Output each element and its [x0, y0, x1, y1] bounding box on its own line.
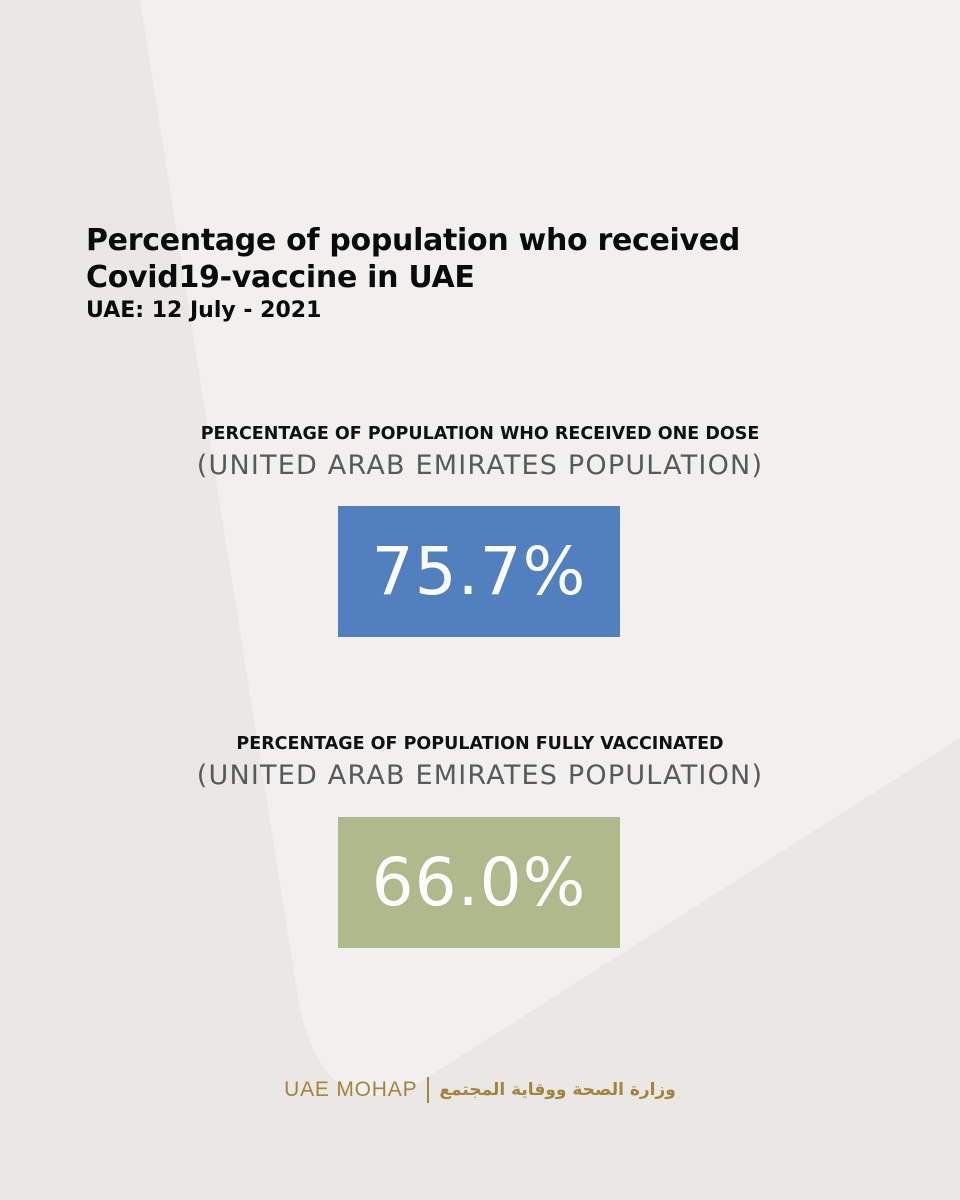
fully-vaccinated-value-box: 66.0% — [338, 817, 620, 948]
one-dose-value: 75.7% — [371, 533, 587, 610]
footer-divider — [427, 1077, 430, 1103]
date-subtitle: UAE: 12 July - 2021 — [86, 298, 322, 323]
one-dose-heading: PERCENTAGE OF POPULATION WHO RECEIVED ON… — [200, 424, 760, 444]
fully-vaccinated-value: 66.0% — [371, 844, 587, 921]
title-line-1: Percentage of population who received — [86, 223, 741, 258]
page-title: Percentage of population who received Co… — [86, 222, 846, 296]
fully-vaccinated-heading: PERCENTAGE OF POPULATION FULLY VACCINATE… — [236, 734, 724, 754]
one-dose-value-box: 75.7% — [338, 506, 620, 637]
footer-logo: UAE MOHAP وزارة الصحة ووقاية المجتمع — [0, 1077, 960, 1103]
footer-org-english: UAE MOHAP — [284, 1078, 418, 1101]
footer-org-arabic: وزارة الصحة ووقاية المجتمع — [439, 1080, 676, 1100]
one-dose-subheading: (UNITED ARAB EMIRATES POPULATION) — [196, 450, 764, 481]
title-line-2: Covid19-vaccine in UAE — [86, 260, 475, 295]
fully-vaccinated-subheading: (UNITED ARAB EMIRATES POPULATION) — [196, 760, 764, 791]
